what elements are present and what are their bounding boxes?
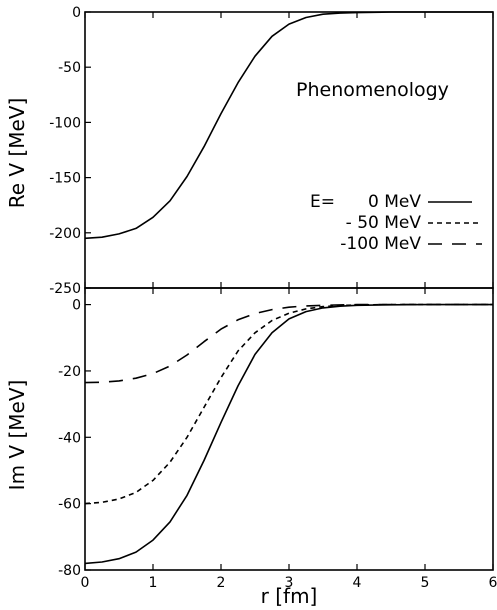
bottom-y-tick-label: -40: [58, 430, 81, 446]
bottom-series-line-solid: [84, 303, 493, 565]
x-tick-label: 0: [81, 575, 90, 591]
legend-label-0mev: 0 MeV: [368, 192, 421, 212]
legend: E= 0 MeV - 50 MeV -100 MeV: [310, 192, 482, 254]
bottom-x-ticks: 0 1 2 3 4 5 6: [81, 288, 497, 591]
top-series-group: [84, 11, 493, 240]
top-y-tick-label: -200: [49, 226, 81, 242]
top-y-tick-label: -150: [49, 171, 81, 187]
top-plot-frame: [84, 11, 494, 289]
x-tick-label: 6: [489, 575, 497, 591]
x-tick-label: 4: [353, 575, 362, 591]
bottom-y-tick-label: 0: [72, 298, 81, 314]
top-series-line-solid: [84, 11, 493, 240]
top-y-axis-title: Re V [MeV]: [5, 98, 29, 209]
top-y-tick-label: -100: [49, 115, 81, 131]
top-x-ticks: [84, 12, 494, 288]
top-y-tick-label: 0: [72, 5, 81, 21]
top-y-tick-label: -250: [49, 281, 81, 297]
legend-label-100mev: -100 MeV: [340, 234, 421, 254]
top-y-tick-label: -50: [58, 60, 81, 76]
bottom-series-group: [84, 303, 493, 565]
bottom-plot-frame: [84, 287, 494, 571]
im-v-panel: 0 -20 -40 -60 -80 0 1 2 3 4 5 6 Im V [MeV] r [fm]: [5, 287, 497, 608]
bottom-y-tick-label: -60: [58, 497, 81, 513]
legend-title: E=: [310, 192, 335, 212]
bottom-y-tick-label: -80: [58, 563, 81, 579]
bottom-y-tick-label: -20: [58, 364, 81, 380]
x-tick-label: 1: [149, 575, 158, 591]
bottom-y-axis-title: Im V [MeV]: [5, 380, 29, 491]
bottom-series-line-long-dash: [84, 303, 493, 384]
x-tick-label: 3: [285, 575, 294, 591]
bottom-y-ticks: 0 -20 -40 -60 -80: [58, 298, 91, 579]
phenomenology-annotation: Phenomenology: [296, 79, 449, 101]
bottom-series-line-short-dash: [84, 303, 493, 505]
x-tick-label: 5: [421, 575, 430, 591]
legend-label-50mev: - 50 MeV: [346, 213, 422, 233]
x-tick-label: 2: [217, 575, 226, 591]
x-axis-title: r [fm]: [261, 584, 318, 608]
re-v-panel: 0 -50 -100 -150 -200 -250 Re V [MeV] Phenomen…: [5, 5, 494, 297]
